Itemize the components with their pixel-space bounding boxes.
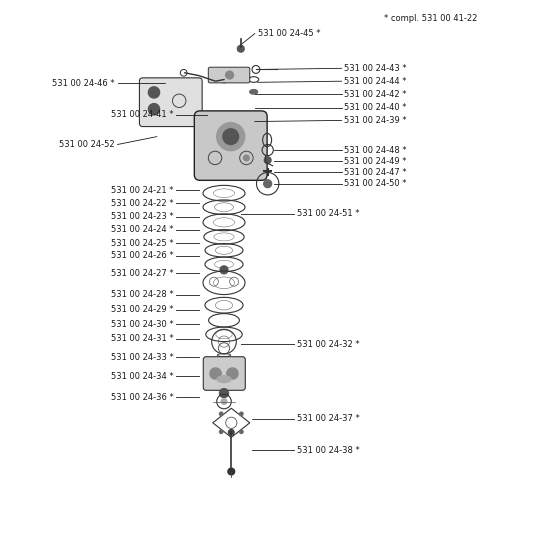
Text: 531 00 24-41 *: 531 00 24-41 * [111,110,174,119]
Text: 531 00 24-29 *: 531 00 24-29 * [111,305,174,314]
Circle shape [217,123,245,151]
Text: 531 00 24-43 *: 531 00 24-43 * [344,64,407,73]
Text: 531 00 24-50 *: 531 00 24-50 * [344,179,407,188]
Text: 531 00 24-51 *: 531 00 24-51 * [297,209,360,218]
Circle shape [240,430,243,433]
Circle shape [220,412,223,416]
Text: 531 00 24-38 *: 531 00 24-38 * [297,446,360,455]
Text: 531 00 24-49 *: 531 00 24-49 * [344,157,407,166]
Circle shape [237,45,244,52]
FancyBboxPatch shape [203,357,245,390]
FancyBboxPatch shape [208,67,250,83]
Circle shape [148,104,160,115]
Circle shape [228,468,235,475]
Text: 531 00 24-22 *: 531 00 24-22 * [111,199,174,208]
Circle shape [264,180,272,188]
Text: 531 00 24-33 *: 531 00 24-33 * [111,353,174,362]
Circle shape [210,368,221,379]
Text: 531 00 24-48 *: 531 00 24-48 * [344,146,407,155]
Ellipse shape [250,90,258,94]
FancyBboxPatch shape [194,111,267,180]
Circle shape [244,155,249,161]
Text: 531 00 24-45 *: 531 00 24-45 * [258,29,320,38]
Text: 531 00 24-44 *: 531 00 24-44 * [344,77,407,86]
Ellipse shape [217,376,231,382]
Circle shape [227,368,238,379]
Text: 531 00 24-24 *: 531 00 24-24 * [111,225,174,234]
Text: 531 00 24-39 *: 531 00 24-39 * [344,116,407,125]
Text: 531 00 24-26 *: 531 00 24-26 * [111,251,174,260]
Text: 531 00 24-40 *: 531 00 24-40 * [344,103,407,112]
Text: 531 00 24-28 *: 531 00 24-28 * [111,290,174,299]
Circle shape [226,71,234,79]
Text: 531 00 24-36 *: 531 00 24-36 * [111,393,174,402]
Text: 531 00 24-21 *: 531 00 24-21 * [111,186,174,195]
Text: 531 00 24-37 *: 531 00 24-37 * [297,414,360,423]
Text: 531 00 24-23 *: 531 00 24-23 * [111,212,174,221]
Circle shape [220,266,228,274]
Circle shape [220,389,228,398]
Circle shape [240,412,243,416]
Text: 531 00 24-30 *: 531 00 24-30 * [111,320,174,329]
Text: 531 00 24-46 *: 531 00 24-46 * [52,79,115,88]
Text: * compl. 531 00 41-22: * compl. 531 00 41-22 [384,14,477,23]
Text: 531 00 24-32 *: 531 00 24-32 * [297,340,360,349]
FancyBboxPatch shape [139,78,202,127]
Text: 531 00 24-47 *: 531 00 24-47 * [344,168,407,177]
Circle shape [220,430,223,433]
Text: 531 00 24-27 *: 531 00 24-27 * [111,269,174,278]
Circle shape [148,87,160,98]
Text: 531 00 24-52: 531 00 24-52 [59,140,115,149]
Circle shape [221,399,227,404]
Circle shape [228,430,234,435]
Circle shape [264,157,271,164]
Text: 531 00 24-25 *: 531 00 24-25 * [111,239,174,248]
Text: 531 00 24-31 *: 531 00 24-31 * [111,334,174,343]
Circle shape [223,129,239,144]
Text: 531 00 24-42 *: 531 00 24-42 * [344,90,407,99]
Text: 531 00 24-34 *: 531 00 24-34 * [111,372,174,381]
